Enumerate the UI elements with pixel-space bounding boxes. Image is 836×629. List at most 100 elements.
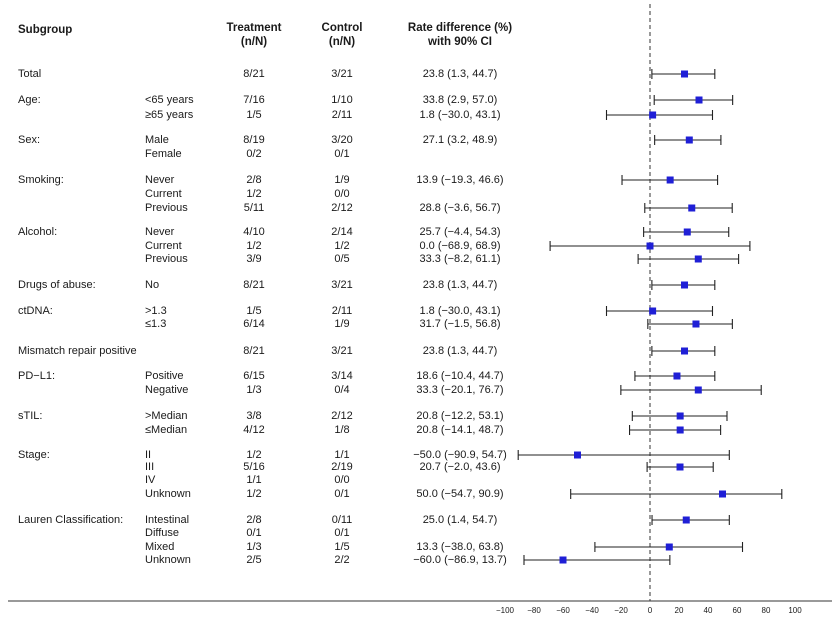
x-tick-label: 100 — [788, 606, 802, 615]
x-tick-label: −100 — [496, 606, 515, 615]
row-treatment-value: 5/11 — [244, 202, 265, 214]
row-treatment-value: 1/5 — [246, 305, 261, 317]
row-subgroup-label: Previous — [145, 253, 188, 265]
row-control-value: 1/2 — [334, 240, 349, 252]
row-rate-difference: 31.7 (−1.5, 56.8) — [419, 318, 500, 330]
row-treatment-value: 1/2 — [246, 449, 261, 461]
row-subgroup-label: Intestinal — [145, 514, 189, 526]
x-tick-label: 60 — [733, 606, 742, 615]
row-treatment-value: 2/8 — [246, 174, 261, 186]
row-group-label: Smoking: — [18, 174, 64, 186]
row-rate-difference: 33.3 (−8.2, 61.1) — [419, 253, 500, 265]
row-rate-difference: 1.8 (−30.0, 43.1) — [419, 305, 500, 317]
row-group-label: Age: — [18, 94, 41, 106]
point-estimate — [665, 543, 673, 551]
row-control-value: 3/21 — [331, 279, 352, 291]
point-estimate — [666, 176, 674, 184]
row-group-label: Alcohol: — [18, 226, 57, 238]
row-treatment-value: 8/21 — [243, 279, 264, 291]
row-group-label: Drugs of abuse: — [18, 279, 96, 291]
row-control-value: 0/1 — [334, 148, 349, 160]
row-treatment-value: 8/21 — [243, 68, 264, 80]
row-control-value: 2/12 — [331, 410, 352, 422]
row-rate-difference: 0.0 (−68.9, 68.9) — [419, 240, 500, 252]
row-subgroup-label: Never — [145, 174, 175, 186]
x-tick-label: 0 — [648, 606, 653, 615]
row-treatment-value: 6/14 — [243, 318, 264, 330]
row-rate-difference: 27.1 (3.2, 48.9) — [423, 134, 498, 146]
row-subgroup-label: Current — [145, 240, 182, 252]
row-treatment-value: 8/19 — [243, 134, 264, 146]
row-treatment-value: 1/2 — [246, 188, 261, 200]
row-control-value: 3/21 — [331, 345, 352, 357]
row-subgroup-label: Negative — [145, 384, 188, 396]
x-tick-label: 80 — [762, 606, 771, 615]
row-subgroup-label: Previous — [145, 202, 188, 214]
point-estimate — [676, 426, 684, 434]
row-control-value: 1/10 — [331, 94, 352, 106]
point-estimate — [694, 255, 702, 263]
row-subgroup-label: ≤1.3 — [145, 318, 166, 330]
row-rate-difference: 33.3 (−20.1, 76.7) — [416, 384, 503, 396]
row-control-value: 3/21 — [331, 68, 352, 80]
row-group-label: ctDNA: — [18, 305, 53, 317]
row-subgroup-label: ≥65 years — [145, 109, 194, 121]
point-estimate — [676, 412, 684, 420]
row-subgroup-label: Male — [145, 134, 169, 146]
row-rate-difference: 50.0 (−54.7, 90.9) — [416, 488, 503, 500]
row-control-value: 0/1 — [334, 488, 349, 500]
x-tick-label: −60 — [556, 606, 570, 615]
row-rate-difference: 23.8 (1.3, 44.7) — [423, 345, 498, 357]
header-rate-line1: Rate difference (%) — [408, 22, 512, 34]
row-control-value: 2/11 — [332, 305, 353, 317]
row-subgroup-label: IV — [145, 474, 156, 486]
row-treatment-value: 0/1 — [246, 527, 261, 539]
point-estimate — [683, 228, 691, 236]
point-estimate — [681, 70, 689, 78]
row-rate-difference: 18.6 (−10.4, 44.7) — [416, 370, 503, 382]
row-subgroup-label: No — [145, 279, 159, 291]
row-subgroup-label: Unknown — [145, 554, 191, 566]
row-control-value: 2/2 — [334, 554, 349, 566]
row-control-value: 1/1 — [334, 449, 349, 461]
row-group-label: sTIL: — [18, 410, 42, 422]
point-estimate — [719, 490, 726, 498]
point-estimate — [692, 320, 700, 328]
row-rate-difference: 13.9 (−19.3, 46.6) — [416, 174, 503, 186]
row-treatment-value: 1/2 — [246, 488, 261, 500]
row-control-value: 0/11 — [332, 514, 353, 526]
row-subgroup-label: Mixed — [145, 541, 174, 553]
x-tick-label: −40 — [585, 606, 599, 615]
row-control-value: 2/12 — [331, 202, 352, 214]
row-group-label: Mismatch repair positive — [18, 345, 137, 357]
x-tick-label: 40 — [704, 606, 713, 615]
row-treatment-value: 1/5 — [246, 109, 261, 121]
row-rate-difference: 25.7 (−4.4, 54.3) — [419, 226, 500, 238]
row-group-label: Stage: — [18, 449, 50, 461]
row-control-value: 2/19 — [331, 461, 352, 473]
row-rate-difference: −60.0 (−86.9, 13.7) — [413, 554, 507, 566]
row-group-label: Sex: — [18, 134, 40, 146]
row-control-value: 0/5 — [334, 253, 349, 265]
row-rate-difference: 25.0 (1.4, 54.7) — [423, 514, 498, 526]
row-treatment-value: 1/3 — [246, 384, 261, 396]
row-control-value: 3/20 — [331, 134, 352, 146]
row-rate-difference: 20.8 (−12.2, 53.1) — [416, 410, 503, 422]
row-group-label: PD−L1: — [18, 370, 55, 382]
row-rate-difference: 1.8 (−30.0, 43.1) — [419, 109, 500, 121]
row-treatment-value: 1/1 — [246, 474, 261, 486]
row-treatment-value: 2/8 — [246, 514, 261, 526]
point-estimate — [649, 111, 657, 119]
row-control-value: 0/0 — [334, 474, 349, 486]
row-control-value: 1/9 — [334, 174, 349, 186]
row-rate-difference: 20.7 (−2.0, 43.6) — [419, 461, 500, 473]
point-estimate — [676, 463, 684, 471]
row-treatment-value: 4/12 — [243, 424, 264, 436]
point-estimate — [685, 136, 693, 144]
row-group-label: Total — [18, 68, 41, 80]
row-control-value: 0/0 — [334, 188, 349, 200]
row-subgroup-label: Diffuse — [145, 527, 179, 539]
row-control-value: 1/9 — [334, 318, 349, 330]
point-estimate — [681, 281, 689, 289]
